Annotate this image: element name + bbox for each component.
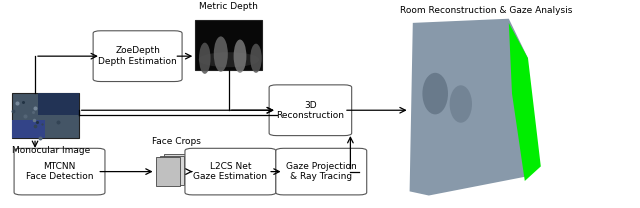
Ellipse shape [449,85,472,123]
FancyBboxPatch shape [269,85,352,136]
FancyBboxPatch shape [38,93,79,115]
Text: Monocular Image: Monocular Image [12,146,90,155]
Text: MTCNN
Face Detection: MTCNN Face Detection [26,162,93,181]
FancyBboxPatch shape [156,157,180,186]
FancyBboxPatch shape [12,120,45,138]
FancyBboxPatch shape [12,93,79,138]
Text: 3D
Reconstruction: 3D Reconstruction [276,100,344,120]
FancyBboxPatch shape [160,156,184,185]
FancyBboxPatch shape [185,148,276,195]
FancyBboxPatch shape [195,20,262,70]
Text: Face Crops: Face Crops [152,137,200,146]
Ellipse shape [234,40,246,73]
Ellipse shape [422,73,448,114]
Ellipse shape [214,36,228,72]
FancyBboxPatch shape [93,31,182,82]
FancyBboxPatch shape [164,154,189,183]
Text: Gaze Projection
& Ray Tracing: Gaze Projection & Ray Tracing [286,162,356,181]
FancyBboxPatch shape [276,148,367,195]
Text: ZoeDepth
Depth Estimation: ZoeDepth Depth Estimation [98,46,177,66]
Polygon shape [410,19,528,196]
Text: L2CS Net
Gaze Estimation: L2CS Net Gaze Estimation [193,162,268,181]
Text: Metric Depth: Metric Depth [200,2,258,11]
Ellipse shape [250,44,262,73]
FancyBboxPatch shape [14,148,105,195]
Text: Room Reconstruction & Gaze Analysis: Room Reconstruction & Gaze Analysis [400,6,573,15]
Ellipse shape [198,52,259,67]
Ellipse shape [199,43,211,74]
Polygon shape [509,23,541,181]
